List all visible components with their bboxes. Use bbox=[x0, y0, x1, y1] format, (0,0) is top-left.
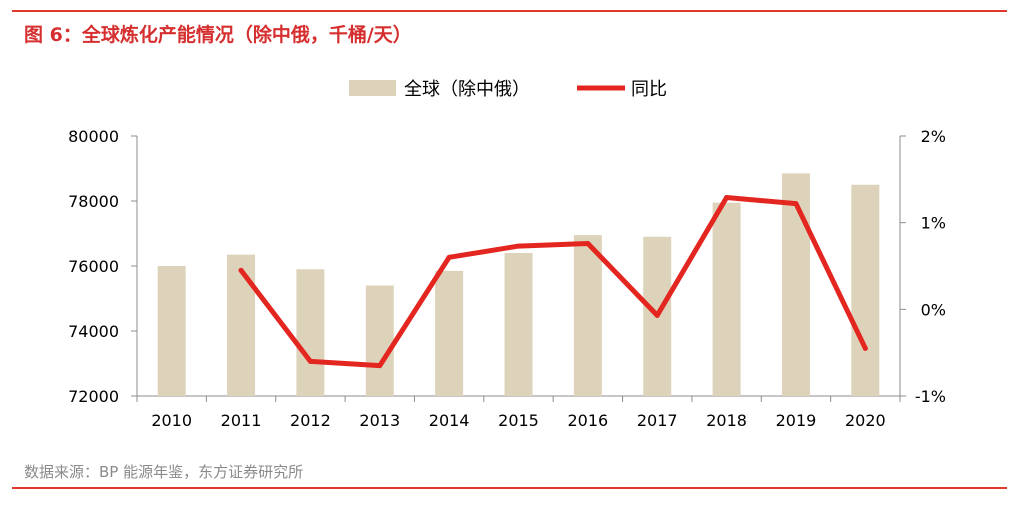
line-point bbox=[724, 195, 730, 201]
bar-series bbox=[157, 173, 880, 396]
x-tick-label: 2010 bbox=[151, 411, 192, 430]
bar bbox=[851, 184, 880, 396]
x-tick-label: 2020 bbox=[845, 411, 886, 430]
bar bbox=[157, 266, 186, 396]
legend-bar-label: 全球（除中俄） bbox=[404, 79, 530, 100]
left-tick-label: 76000 bbox=[68, 257, 119, 276]
series-line bbox=[238, 195, 868, 369]
x-tick-label: 2011 bbox=[221, 411, 262, 430]
line-point bbox=[377, 363, 383, 369]
line-point bbox=[516, 243, 521, 249]
legend: 全球（除中俄） 同比 bbox=[349, 79, 667, 100]
left-tick-label: 78000 bbox=[68, 192, 119, 211]
right-tick-label: 1% bbox=[921, 214, 946, 233]
x-tick-label: 2015 bbox=[498, 411, 539, 430]
x-tick-label: 2019 bbox=[776, 411, 817, 430]
left-tick-label: 72000 bbox=[68, 387, 119, 406]
bar bbox=[504, 253, 533, 396]
x-tick-label: 2014 bbox=[429, 411, 470, 430]
x-tick-label: 2013 bbox=[359, 411, 400, 430]
right-tick-label: -1% bbox=[915, 387, 946, 406]
legend-bar-swatch bbox=[349, 80, 396, 96]
right-tick-label: 2% bbox=[921, 127, 946, 146]
legend-line-label: 同比 bbox=[631, 79, 667, 100]
bottom-rule bbox=[12, 487, 1007, 489]
line-point bbox=[862, 345, 868, 351]
bar bbox=[296, 269, 325, 396]
line-point bbox=[446, 254, 452, 260]
line-point bbox=[307, 358, 313, 364]
bar bbox=[781, 173, 810, 396]
line-series bbox=[238, 195, 868, 369]
x-tick-label: 2016 bbox=[568, 411, 609, 430]
source-note: 数据来源：BP 能源年鉴，东方证券研究所 bbox=[24, 463, 304, 481]
x-tick-label: 2018 bbox=[706, 411, 747, 430]
bar bbox=[712, 202, 741, 396]
bar bbox=[435, 270, 464, 396]
top-rule bbox=[12, 10, 1007, 12]
tick-labels: 72000 74000 76000 78000 80000 -1% 0% 1% 2% 2010 20… bbox=[68, 127, 946, 430]
line-point bbox=[793, 201, 799, 207]
figure-title: 图 6：全球炼化产能情况（除中俄，千桶/天） bbox=[24, 24, 412, 46]
x-tick-label: 2012 bbox=[290, 411, 331, 430]
line-point bbox=[654, 312, 660, 318]
line-point bbox=[238, 267, 244, 273]
right-tick-label: 0% bbox=[921, 300, 946, 319]
bar bbox=[573, 235, 602, 396]
bar bbox=[227, 254, 256, 396]
line-point bbox=[585, 240, 591, 246]
bar bbox=[365, 285, 394, 396]
left-tick-label: 74000 bbox=[68, 322, 119, 341]
x-tick-label: 2017 bbox=[637, 411, 678, 430]
left-tick-label: 80000 bbox=[68, 127, 119, 146]
